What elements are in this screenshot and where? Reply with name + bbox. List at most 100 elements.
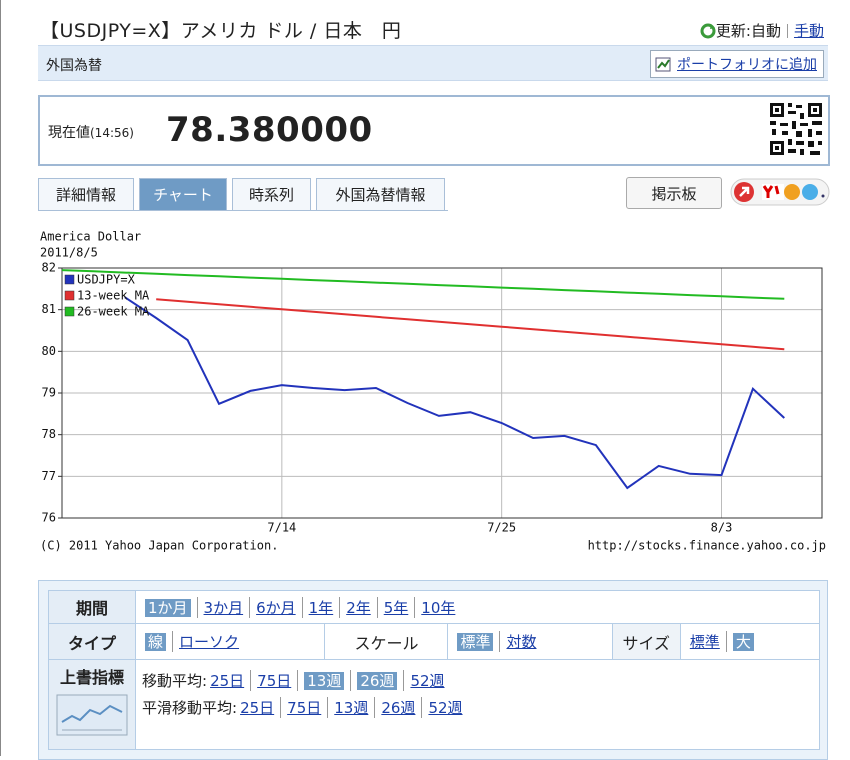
option-item: 10年 <box>414 596 458 618</box>
legend-label: USDJPY=X <box>77 273 136 287</box>
option-link[interactable]: ローソク <box>179 633 240 651</box>
option-item: 75日 <box>250 670 294 691</box>
overlay-options: 移動平均: 25日 75日 13週 26週 52週 平滑移動平均: 25日 75日 13週 26週 5… <box>135 659 820 750</box>
option-link[interactable]: 対数 <box>506 633 537 651</box>
option-link[interactable]: 26週 <box>357 672 398 690</box>
tab[interactable]: 時系列 <box>232 178 311 210</box>
chart-copyright: (C) 2011 Yahoo Japan Corporation. <box>40 539 278 553</box>
series-line <box>156 298 785 351</box>
option-item: 2年 <box>339 596 374 618</box>
x-tick-label: 7/25 <box>487 521 516 535</box>
option-item: 52週 <box>421 697 465 718</box>
mixi-icon[interactable] <box>784 184 800 200</box>
y-tick-label: 77 <box>42 469 56 483</box>
option-link[interactable]: 52週 <box>428 699 463 717</box>
option-item: 3か月 <box>196 596 247 618</box>
category-label: 外国為替 <box>46 58 102 74</box>
series-line <box>61 269 785 300</box>
option-link[interactable]: 線 <box>145 633 167 651</box>
option-label: タイプ <box>48 623 136 660</box>
option-label: サイズ <box>611 623 681 660</box>
option-link[interactable]: 25日 <box>210 672 245 690</box>
option-item: 対数 <box>499 631 539 652</box>
overlay-row-label: 移動平均: <box>142 672 208 690</box>
separator <box>786 23 788 38</box>
board-button[interactable]: 掲示板 <box>626 177 722 209</box>
option-item: 線 <box>142 631 169 652</box>
refresh-icon <box>700 23 716 38</box>
y-tick-label: 82 <box>42 261 56 275</box>
chart-subtitle: 2011/8/5 <box>40 246 98 260</box>
option-item: 1か月 <box>142 597 194 618</box>
twitter-icon[interactable] <box>802 184 818 200</box>
option-link[interactable]: 3か月 <box>203 598 244 617</box>
option-link[interactable]: 75日 <box>257 672 292 690</box>
chart-options: 期間 1か月 3か月 6か月 1年 2年 5年 10年 タイプ 線ローソク スケール 標準対… <box>38 580 828 760</box>
y-tick-label: 76 <box>42 511 56 525</box>
option-link[interactable]: 13週 <box>334 699 369 717</box>
quote-box: 現在値(14:56) 78.380000 <box>38 95 830 166</box>
option-link[interactable]: 1か月 <box>145 598 191 617</box>
option-item: 25日 <box>207 670 247 691</box>
plot-frame <box>61 267 823 519</box>
options-table: 期間 1か月 3か月 6か月 1年 2年 5年 10年 タイプ 線ローソク スケール 標準対… <box>48 590 821 750</box>
option-link[interactable]: 52週 <box>410 672 445 690</box>
option-link[interactable]: 75日 <box>287 699 322 717</box>
option-item: 標準 <box>454 631 496 652</box>
option-link[interactable]: 10年 <box>421 598 456 617</box>
type-options: 線ローソク <box>134 623 326 660</box>
option-link[interactable]: 6か月 <box>256 598 296 617</box>
option-link[interactable]: 13週 <box>304 672 345 690</box>
overlay-row: 移動平均: 25日 75日 13週 26週 52週 <box>142 670 813 691</box>
overlay-label: 上書指標 <box>59 668 124 687</box>
portfolio-button[interactable]: ポートフォリオに追加 <box>650 50 824 78</box>
quote-label: 現在値(14:56) <box>48 122 134 142</box>
tab[interactable]: 外国為替情報 <box>316 178 445 210</box>
option-item: 13週 <box>297 670 347 691</box>
option-link[interactable]: 標準 <box>457 633 494 651</box>
x-tick-label: 8/3 <box>711 521 733 535</box>
option-link[interactable]: 26週 <box>381 699 416 717</box>
option-link[interactable]: 25日 <box>240 699 275 717</box>
option-link[interactable]: 1年 <box>308 598 334 617</box>
qr-code <box>768 101 824 157</box>
social-icons <box>730 178 830 206</box>
portfolio-link[interactable]: ポートフォリオに追加 <box>677 57 817 73</box>
option-item: 25日 <box>237 697 277 718</box>
option-label: スケール <box>324 623 449 660</box>
quote-price: 78.380000 <box>166 110 373 150</box>
overlay-row-label: 平滑移動平均: <box>142 699 238 717</box>
option-item: 1年 <box>301 596 337 618</box>
tab[interactable]: チャート <box>139 178 227 210</box>
legend-label: 13-week MA <box>77 289 150 303</box>
option-item: 26週 <box>374 697 418 718</box>
option-item: 52週 <box>403 670 447 691</box>
option-link[interactable]: 標準 <box>689 633 720 651</box>
option-item: 5年 <box>376 596 412 618</box>
legend-label: 26-week MA <box>77 305 150 319</box>
legend-swatch <box>64 306 75 317</box>
legend-swatch <box>64 274 75 285</box>
quote-time: (14:56) <box>90 126 134 140</box>
chart-title: America Dollar <box>40 230 141 244</box>
page-edge <box>0 0 1 756</box>
option-item: 26週 <box>350 670 400 691</box>
y-tick-label: 78 <box>42 427 56 441</box>
option-link[interactable]: 大 <box>732 633 754 651</box>
tab-underline <box>38 210 448 211</box>
legend-swatch <box>64 290 75 301</box>
tab[interactable]: 詳細情報 <box>38 178 134 210</box>
option-link[interactable]: 2年 <box>346 598 371 617</box>
update-controls: 更新:自動 手動 <box>700 20 824 41</box>
option-link[interactable]: 5年 <box>383 598 409 617</box>
option-label: 期間 <box>48 590 136 624</box>
category-bar: 外国為替 ポートフォリオに追加 <box>38 45 828 81</box>
chart-source: http://stocks.finance.yahoo.co.jp <box>588 539 826 553</box>
option-item: 13週 <box>327 697 371 718</box>
size-options: 標準大 <box>679 623 821 660</box>
manual-link[interactable]: 手動 <box>793 22 824 40</box>
option-item: 大 <box>725 631 757 652</box>
overlay-icon <box>56 694 128 736</box>
